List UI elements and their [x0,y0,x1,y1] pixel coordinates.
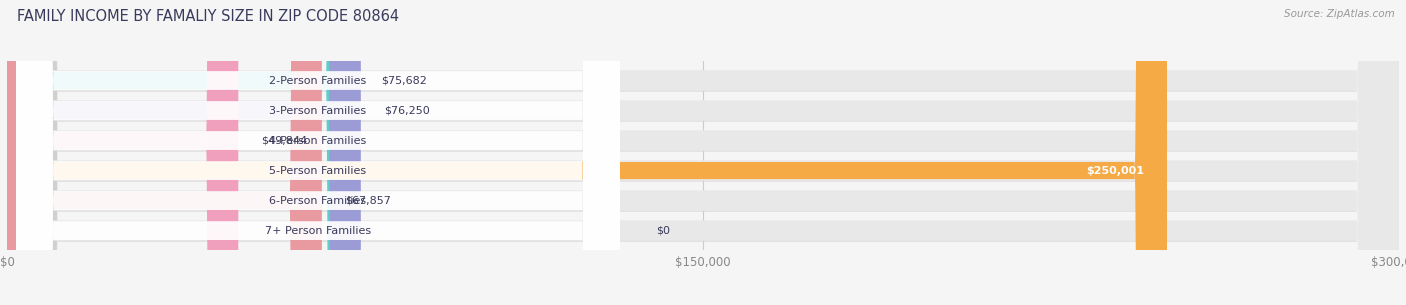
FancyBboxPatch shape [7,0,361,305]
FancyBboxPatch shape [7,0,359,305]
FancyBboxPatch shape [7,0,1399,305]
Text: $75,682: $75,682 [381,76,427,85]
Text: Source: ZipAtlas.com: Source: ZipAtlas.com [1284,9,1395,19]
FancyBboxPatch shape [7,0,238,305]
Text: $250,001: $250,001 [1085,166,1144,176]
Text: $67,857: $67,857 [344,196,391,206]
Text: FAMILY INCOME BY FAMALIY SIZE IN ZIP CODE 80864: FAMILY INCOME BY FAMALIY SIZE IN ZIP COD… [17,9,399,24]
Text: $49,844: $49,844 [262,135,308,145]
FancyBboxPatch shape [17,0,620,305]
FancyBboxPatch shape [7,0,1399,305]
Text: 3-Person Families: 3-Person Families [270,106,367,116]
Text: $76,250: $76,250 [384,106,430,116]
FancyBboxPatch shape [7,0,1167,305]
Text: 2-Person Families: 2-Person Families [270,76,367,85]
FancyBboxPatch shape [17,0,1399,305]
Text: 7+ Person Families: 7+ Person Families [264,226,371,235]
FancyBboxPatch shape [17,0,620,305]
Text: $0: $0 [657,226,671,235]
FancyBboxPatch shape [17,0,620,305]
FancyBboxPatch shape [17,0,1399,305]
FancyBboxPatch shape [7,0,1399,305]
FancyBboxPatch shape [7,0,1399,305]
FancyBboxPatch shape [17,0,620,305]
FancyBboxPatch shape [17,0,1399,305]
FancyBboxPatch shape [17,0,620,305]
FancyBboxPatch shape [17,0,620,305]
Text: 6-Person Families: 6-Person Families [270,196,367,206]
FancyBboxPatch shape [7,0,1399,305]
FancyBboxPatch shape [7,0,1399,305]
FancyBboxPatch shape [17,0,1399,305]
FancyBboxPatch shape [17,0,1399,305]
Text: 5-Person Families: 5-Person Families [270,166,367,176]
FancyBboxPatch shape [7,0,322,305]
Text: 4-Person Families: 4-Person Families [270,135,367,145]
FancyBboxPatch shape [17,0,1399,305]
